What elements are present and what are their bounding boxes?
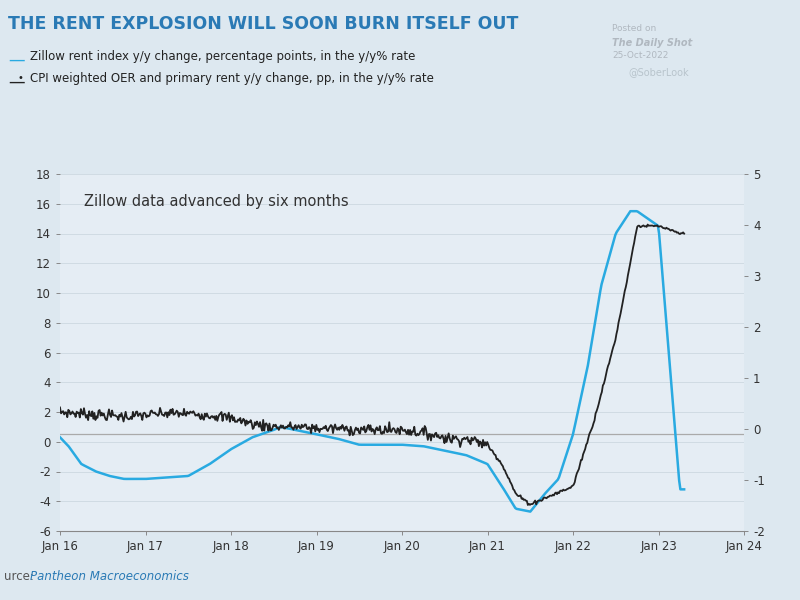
Text: —: — bbox=[8, 51, 25, 69]
Text: THE RENT EXPLOSION WILL SOON BURN ITSELF OUT: THE RENT EXPLOSION WILL SOON BURN ITSELF… bbox=[8, 15, 518, 33]
Text: Zillow data advanced by six months: Zillow data advanced by six months bbox=[84, 194, 349, 209]
Text: @SoberLook: @SoberLook bbox=[628, 67, 689, 77]
Text: •: • bbox=[18, 73, 23, 83]
Text: CPI weighted OER and primary rent y/y change, pp, in the y/y% rate: CPI weighted OER and primary rent y/y ch… bbox=[30, 72, 434, 85]
Text: The Daily Shot: The Daily Shot bbox=[612, 38, 692, 48]
Text: Pantheon Macroeconomics: Pantheon Macroeconomics bbox=[30, 570, 190, 583]
Text: urce:: urce: bbox=[4, 570, 38, 583]
Text: 25-Oct-2022: 25-Oct-2022 bbox=[612, 51, 668, 60]
Text: Posted on: Posted on bbox=[612, 24, 656, 33]
Text: —: — bbox=[8, 73, 25, 91]
Text: Zillow rent index y/y change, percentage points, in the y/y% rate: Zillow rent index y/y change, percentage… bbox=[30, 50, 416, 63]
